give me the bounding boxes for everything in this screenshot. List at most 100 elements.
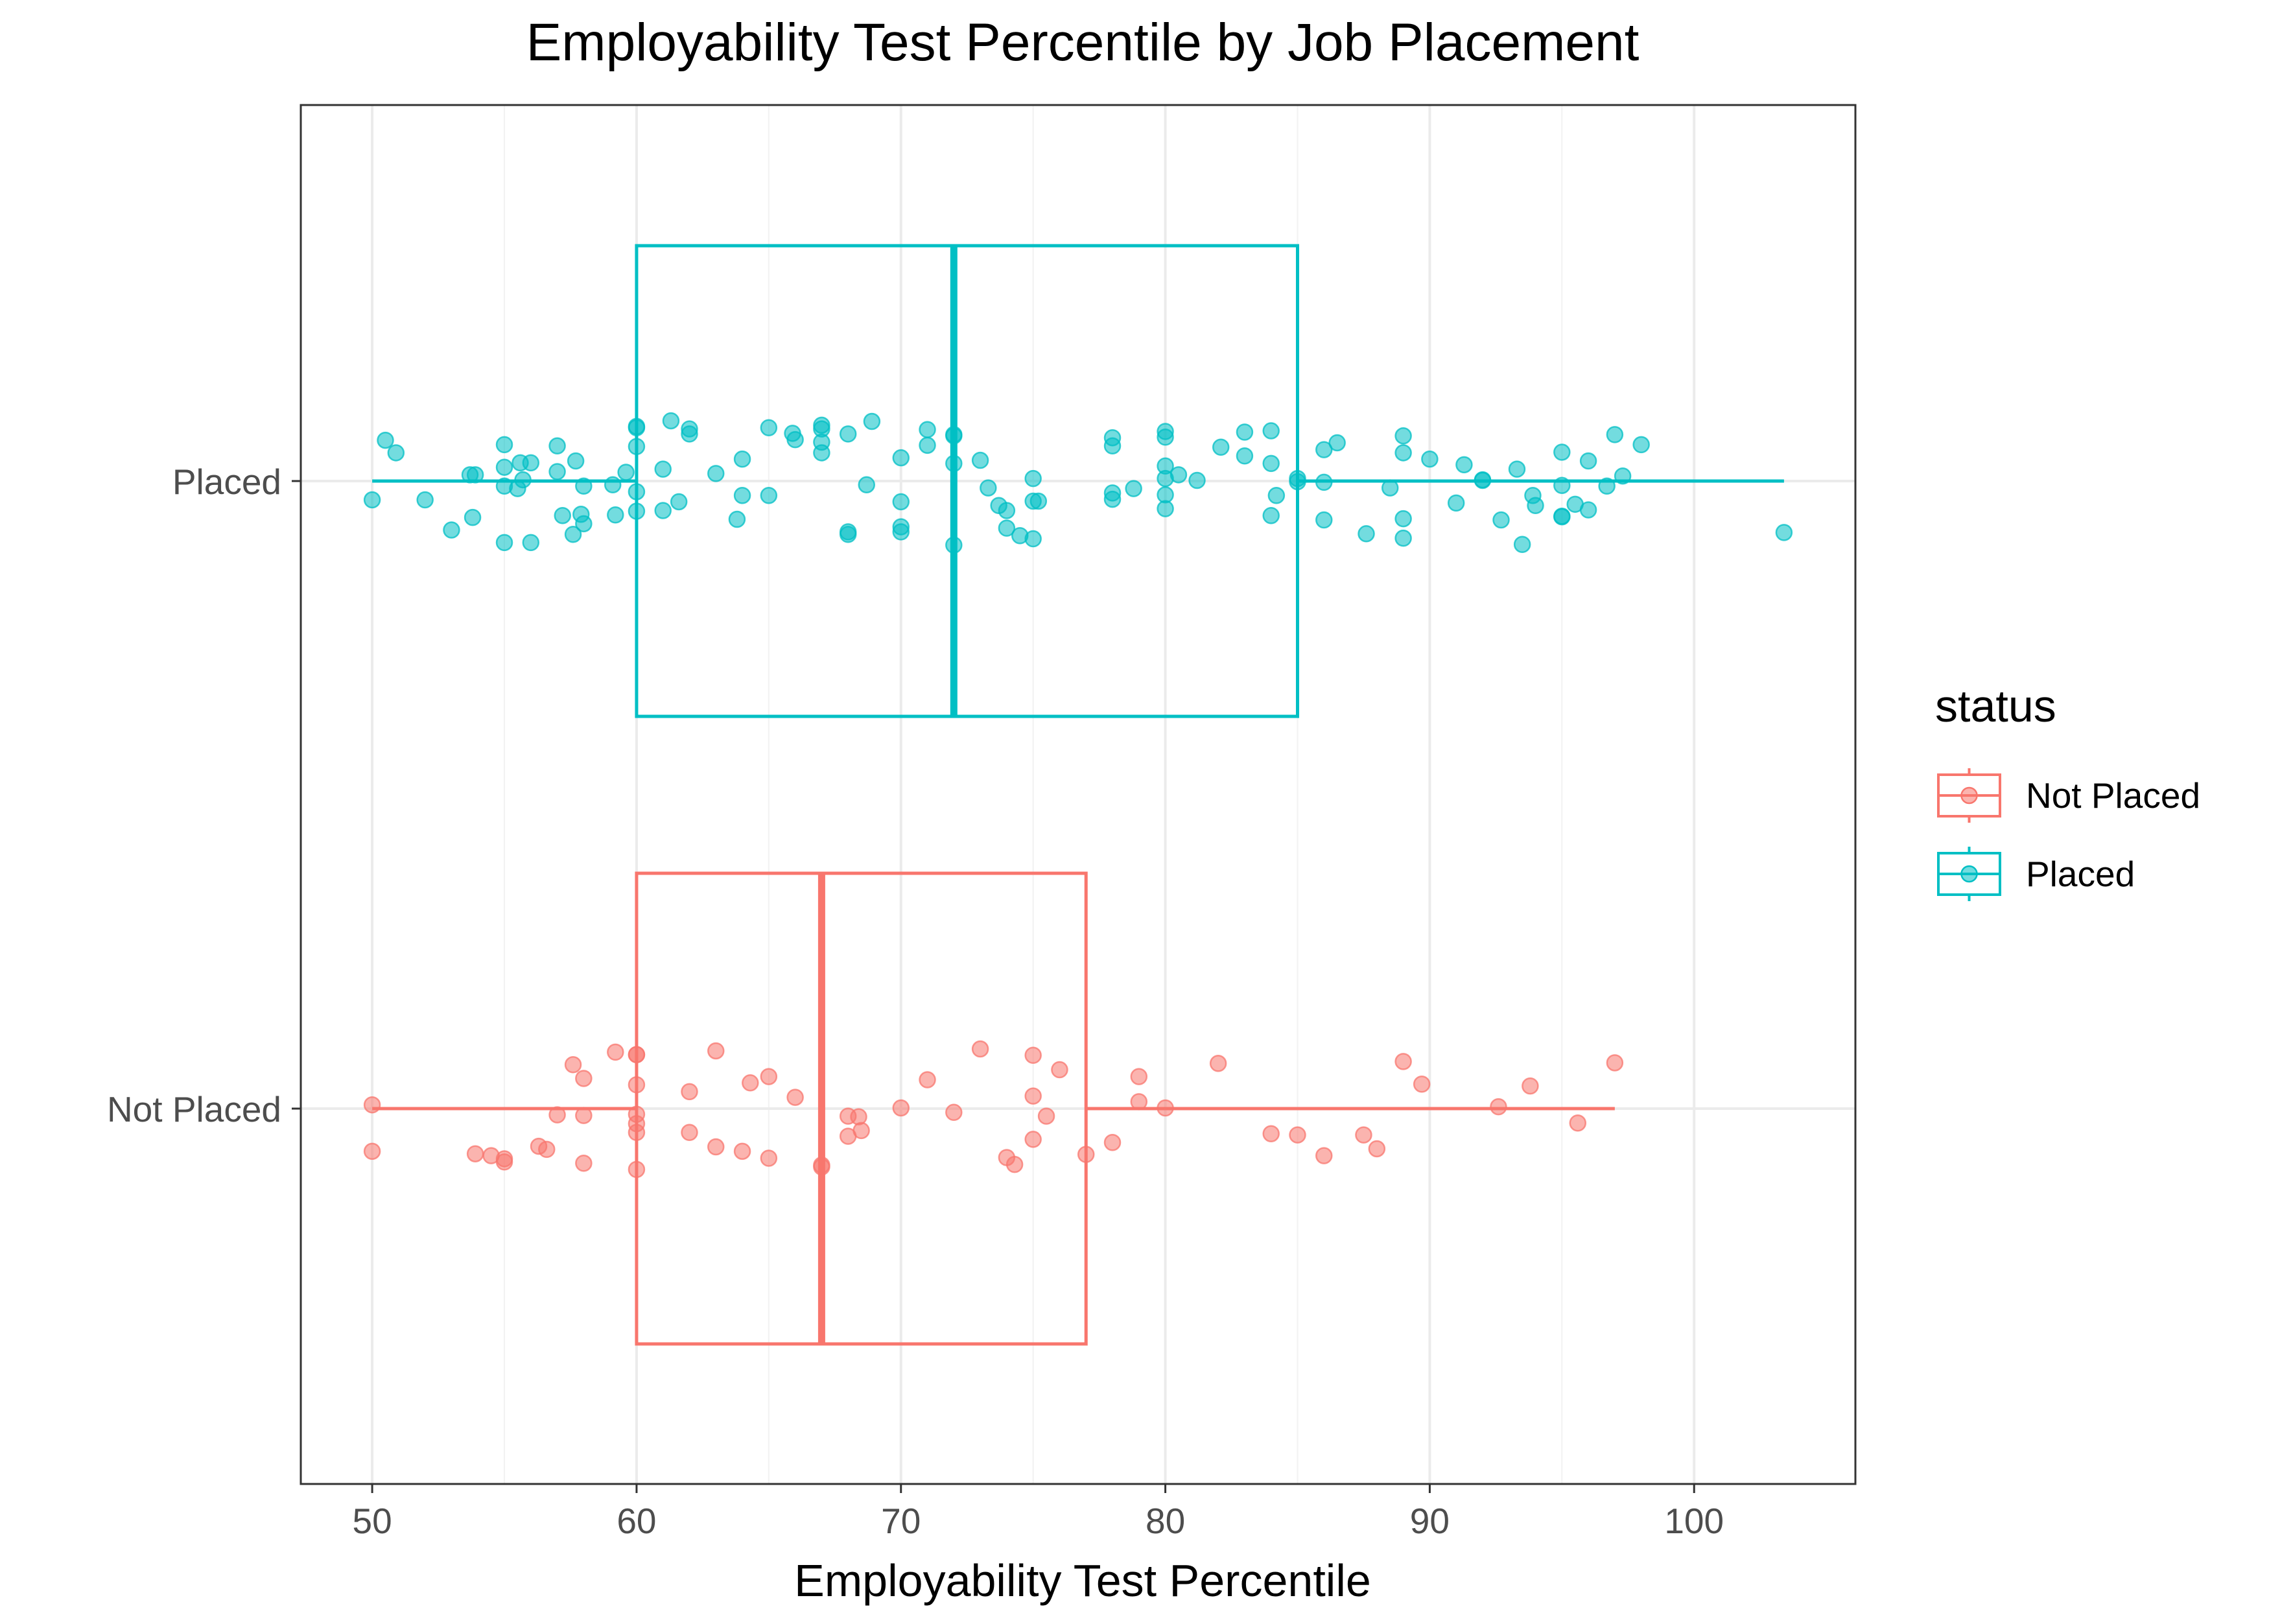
data-point (604, 476, 622, 494)
data-point (363, 491, 381, 509)
data-point (607, 506, 624, 524)
legend-title: status (1935, 681, 2056, 731)
data-point (1553, 477, 1571, 495)
data-point (1394, 1053, 1412, 1070)
data-point (1490, 1098, 1507, 1116)
data-point (1368, 1140, 1386, 1158)
data-point (1024, 1131, 1042, 1148)
data-point (998, 502, 1016, 519)
data-point (1579, 501, 1597, 519)
data-point (1051, 1061, 1068, 1079)
data-point (1598, 477, 1616, 495)
data-point (1606, 426, 1624, 443)
data-point (945, 1103, 963, 1122)
data-point (377, 431, 394, 449)
data-point (850, 1108, 867, 1125)
data-point (1236, 447, 1254, 465)
plot-panel-background (301, 105, 1855, 1484)
legend-key-not-placed (1937, 768, 2001, 823)
data-point (1632, 436, 1650, 454)
data-point (654, 460, 672, 478)
data-point (733, 487, 751, 504)
data-point (1029, 492, 1048, 510)
data-point (1606, 1054, 1624, 1072)
data-point (892, 449, 910, 467)
chart-title: Employability Test Percentile by Job Pla… (526, 13, 1640, 72)
x-tick-label: 90 (1410, 1501, 1450, 1541)
data-point (1394, 529, 1412, 547)
data-point (1394, 444, 1412, 462)
data-point (575, 1070, 593, 1087)
data-point (813, 444, 830, 462)
data-point (980, 479, 997, 497)
data-point (466, 466, 484, 484)
data-point (1024, 1046, 1042, 1064)
data-point (786, 430, 804, 449)
data-point (852, 1122, 870, 1140)
legend-key-point (1960, 786, 1978, 805)
data-point (548, 463, 566, 480)
data-point (1262, 422, 1280, 440)
data-point (863, 412, 881, 430)
data-point (681, 1083, 698, 1101)
data-point (1005, 1155, 1024, 1173)
data-point (1262, 1125, 1280, 1142)
data-point (919, 436, 936, 454)
data-point (416, 491, 434, 509)
data-point (707, 465, 725, 482)
data-point (628, 502, 646, 520)
data-point (575, 515, 593, 533)
data-point (839, 425, 857, 443)
data-point (707, 1042, 725, 1060)
data-point (1421, 450, 1439, 468)
data-point (564, 1055, 582, 1074)
data-point (707, 1138, 725, 1156)
data-point (628, 483, 646, 500)
data-point (1024, 1087, 1042, 1105)
data-point (760, 419, 778, 436)
data-point (628, 1076, 646, 1094)
y-tick-label: Not Placed (107, 1089, 281, 1129)
data-point (1103, 437, 1122, 455)
data-point (1236, 423, 1254, 441)
data-point (443, 521, 460, 539)
data-point (1024, 530, 1042, 548)
x-tick-label: 100 (1664, 1501, 1724, 1541)
data-point (662, 412, 680, 430)
data-point (363, 1096, 381, 1114)
data-point (564, 526, 582, 543)
data-point (1527, 497, 1544, 515)
legend-label: Not Placed (2026, 775, 2200, 816)
data-point (1103, 490, 1122, 508)
data-point (1381, 479, 1399, 497)
data-point (607, 1043, 624, 1061)
x-tick-label: 60 (617, 1501, 656, 1541)
data-point (919, 1071, 936, 1089)
data-point (628, 1160, 646, 1179)
data-point (1315, 473, 1333, 491)
data-point (575, 1154, 593, 1172)
data-point (1157, 428, 1174, 446)
data-point (1355, 1126, 1372, 1144)
data-point (1579, 452, 1597, 470)
x-tick-label: 50 (353, 1501, 392, 1541)
data-point (1157, 1099, 1174, 1117)
data-point (733, 450, 751, 468)
data-point (760, 487, 778, 504)
data-point (1522, 1077, 1539, 1095)
data-point (628, 1046, 646, 1064)
data-point (945, 536, 963, 554)
x-axis-label: Employability Test Percentile (794, 1555, 1371, 1606)
data-point (1267, 487, 1286, 504)
data-point (1130, 1093, 1148, 1111)
data-point (617, 464, 635, 481)
data-point (1130, 1068, 1148, 1085)
data-point (1394, 510, 1412, 528)
data-point (495, 436, 513, 454)
data-point (681, 425, 698, 443)
data-point (628, 1124, 646, 1142)
data-point (760, 1149, 778, 1167)
data-point (538, 1140, 556, 1159)
